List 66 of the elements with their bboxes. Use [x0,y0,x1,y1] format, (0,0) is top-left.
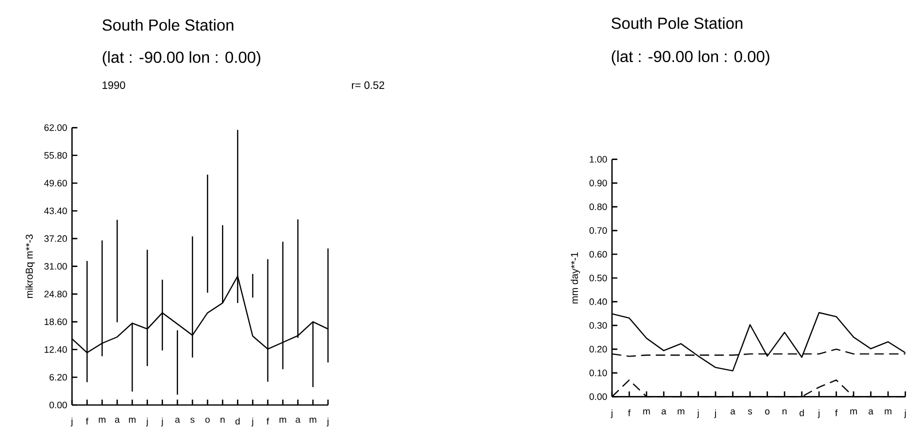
chart-title: South Pole Station [612,17,742,29]
x-tick-label: n [220,418,225,423]
x-tick-label: j [251,418,254,426]
x-tick-label: o [765,409,770,414]
x-tick-label: d [235,418,240,425]
x-tick-label: s [748,409,752,414]
x-tick-label: j [610,409,612,418]
x-tick-label: m [884,409,892,414]
x-tick-label: j [904,409,906,418]
y-axis-title: mm day**-1 [570,252,580,304]
x-tick-label: a [730,409,736,414]
y-tick-label: 1.00 [590,156,607,163]
x-tick-label: s [190,418,194,423]
x-tick-label: f [86,418,88,424]
y-tick-label: 0.40 [589,298,607,306]
y-tick-label: 37.20 [44,235,67,242]
x-tick-label: j [161,418,163,426]
y-axis-title: mikroBq m**-3 [25,234,35,298]
x-tick-label: j [326,418,328,426]
x-tick-label: a [114,418,120,423]
x-tick-label: a [662,409,666,414]
x-tick-label: n [782,409,787,414]
x-tick-label: a [868,409,874,414]
y-tick-label: 31.00 [44,263,67,270]
y-tick-label: 0.20 [589,346,607,352]
y-tick-label: 49.60 [44,180,67,186]
y-tick-label: 0.80 [589,203,607,210]
x-tick-label: j [714,409,716,418]
y-tick-label: 24.80 [44,290,67,298]
text: r= 0.52 [352,81,384,89]
chart-subtitle: (lat : -90.00 lon : 0.00) [612,50,770,66]
text: 1990 [102,81,126,89]
chart-subtitle: (lat : -90.00 lon : 0.00) [102,51,260,66]
y-tick-label: 6.20 [50,374,67,381]
y-tick-label: 0.10 [589,370,607,376]
x-tick-label: o [205,418,210,423]
y-tick-label: 0.30 [589,322,607,329]
y-tick-label: 0.60 [589,250,607,258]
x-tick-label: a [175,418,180,423]
x-tick-label: f [835,409,838,416]
x-tick-label: d [800,409,804,416]
y-tick-label: 62.00 [44,124,67,131]
x-tick-label: m [850,409,857,414]
y-tick-label: 0.90 [589,180,607,186]
x-tick-label: f [628,409,631,416]
x-tick-label: f [266,418,270,424]
x-tick-label: j [697,409,699,418]
x-tick-label: j [70,418,72,426]
y-tick-label: 18.60 [44,318,67,326]
x-tick-label: j [146,418,148,426]
y-tick-label: 0.00 [49,402,67,408]
y-tick-label: 0.00 [589,393,607,400]
y-tick-label: 0.70 [589,227,607,234]
chart-title: South Pole Station [102,19,234,31]
x-tick-label: m [128,418,136,423]
x-tick-label: a [296,418,300,423]
x-tick-label: m [98,418,106,423]
y-tick-label: 0.50 [589,274,607,282]
y-tick-label: 43.40 [44,208,67,214]
x-tick-label: j [818,409,820,418]
x-tick-label: m [310,418,316,423]
y-tick-label: 12.40 [44,346,67,353]
x-tick-label: m [678,409,684,414]
x-tick-label: m [280,418,286,423]
y-tick-label: 55.80 [44,152,67,159]
x-tick-label: m [643,409,650,414]
